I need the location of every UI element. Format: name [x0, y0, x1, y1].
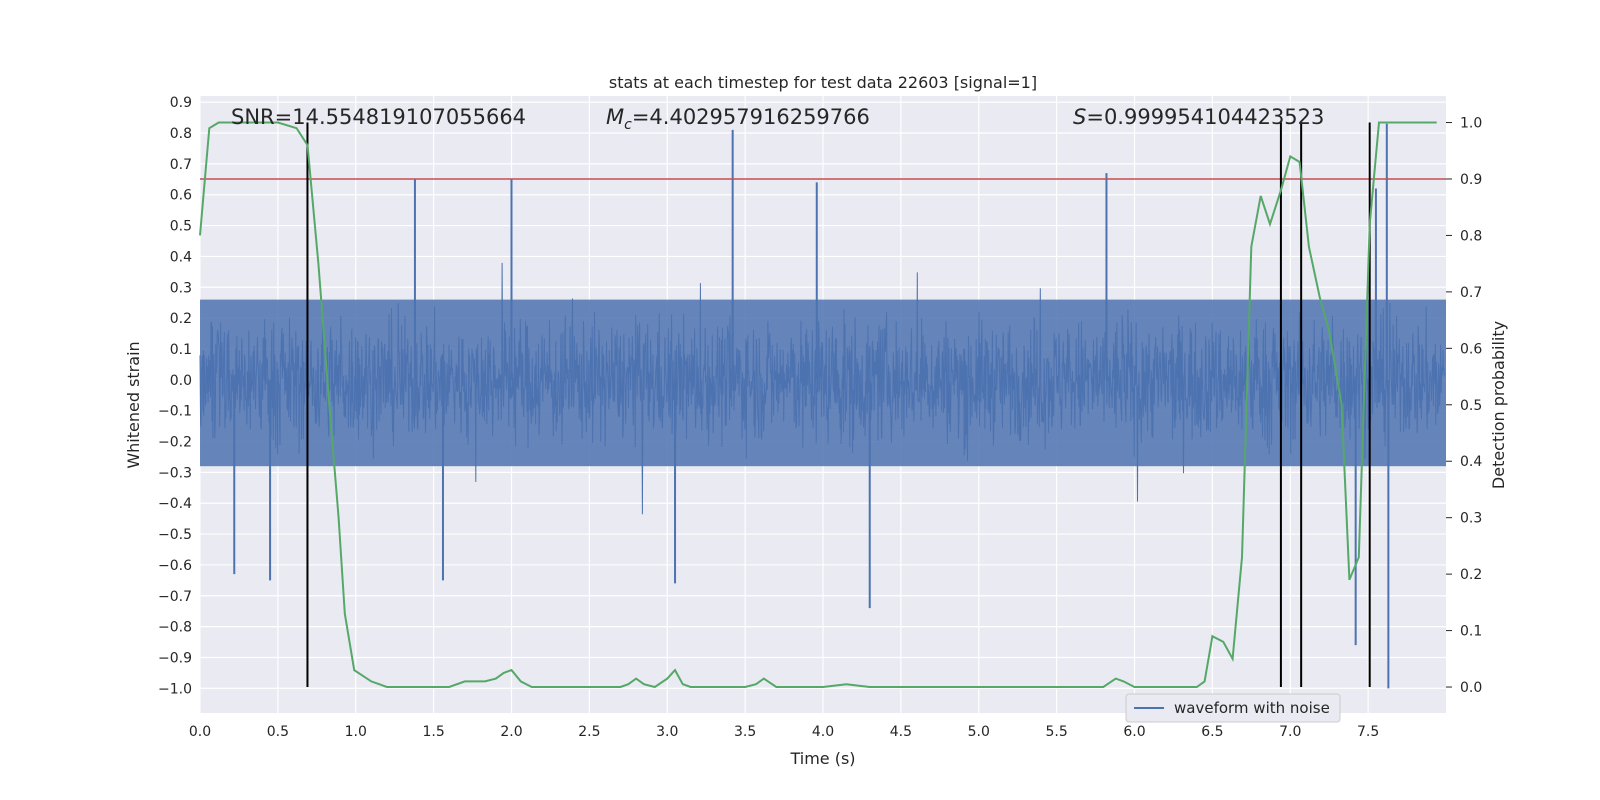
y-left-tick-label-4: 0.5: [170, 219, 192, 235]
y-right-tick-label-3: 0.3: [1460, 511, 1482, 527]
x-tick-label-3: 1.5: [422, 724, 444, 740]
y-left-tick-label-10: −0.1: [158, 404, 192, 420]
x-axis-label: Time (s): [789, 749, 855, 768]
y-left-tick-label-3: 0.6: [170, 188, 192, 204]
y-left-tick-label-6: 0.3: [170, 280, 192, 296]
detection-probability-series: [199, 121, 1437, 689]
y-right-tick-label-1: 0.1: [1460, 624, 1482, 640]
x-tick-label-1: 0.5: [267, 724, 289, 740]
y-left-tick-label-17: −0.8: [158, 620, 192, 636]
chirp-mass-subscript: c: [624, 117, 632, 133]
x-tick-label-9: 4.5: [890, 724, 912, 740]
waveform-with-noise-series: [199, 123, 1446, 689]
y-left-tick-label-13: −0.4: [158, 496, 192, 512]
y-left-tick-label-11: −0.2: [158, 435, 192, 451]
y-right-tick-label-10: 1.0: [1460, 116, 1482, 132]
y-right-tick-label-9: 0.9: [1460, 172, 1482, 188]
legend-label: waveform with noise: [1174, 699, 1330, 717]
x-tick-label-11: 5.5: [1045, 724, 1067, 740]
y-left-tick-label-7: 0.2: [170, 311, 192, 327]
y-right-tick-label-2: 0.2: [1460, 567, 1482, 583]
y-axis-right-ticks: 0.0 0.1 0.2 0.3 0.4 0.5 0.6 0.7 0.8 0.9 1.0: [1446, 116, 1482, 696]
y-left-tick-label-19: −1.0: [158, 681, 192, 697]
detection-probability-line: [199, 121, 1437, 689]
x-tick-label-6: 3.0: [656, 724, 678, 740]
x-tick-label-7: 3.5: [734, 724, 756, 740]
chirp-mass-annotation: Mc=4.402957916259766: [606, 105, 870, 133]
y-left-tick-label-15: −0.6: [158, 558, 192, 574]
snr-annotation: SNR=14.554819107055664: [231, 105, 526, 129]
y-left-tick-label-0: 0.9: [170, 95, 192, 111]
y-right-tick-label-5: 0.5: [1460, 398, 1482, 414]
x-axis-ticks: 0.0 0.5 1.0 1.5 2.0 2.5 3.0 3.5 4.0 4.5 5.0 5.5 6.0 6…: [189, 724, 1379, 740]
y-left-tick-label-1: 0.8: [170, 126, 192, 142]
x-tick-label-15: 7.5: [1357, 724, 1379, 740]
y-left-tick-label-12: −0.3: [158, 465, 192, 481]
y-axis-left-label: Whitened strain: [124, 341, 143, 468]
legend: waveform with noise: [1125, 693, 1341, 723]
x-tick-label-13: 6.5: [1201, 724, 1223, 740]
chirp-mass-value: =4.402957916259766: [632, 105, 870, 129]
legend-box: [1125, 693, 1341, 723]
y-left-tick-label-16: −0.7: [158, 589, 192, 605]
y-right-tick-label-8: 0.8: [1460, 228, 1482, 244]
chirp-mass-symbol: M: [606, 105, 624, 129]
y-left-tick-label-2: 0.7: [170, 157, 192, 173]
x-tick-label-4: 2.0: [500, 724, 522, 740]
x-tick-label-14: 7.0: [1279, 724, 1301, 740]
score-value: =0.999954104423523: [1086, 105, 1324, 129]
score-symbol: S: [1073, 105, 1086, 129]
x-tick-label-5: 2.5: [578, 724, 600, 740]
y-right-tick-label-0: 0.0: [1460, 680, 1482, 696]
y-left-tick-label-9: 0.0: [170, 373, 192, 389]
y-left-tick-label-8: 0.1: [170, 342, 192, 358]
x-tick-label-0: 0.0: [189, 724, 211, 740]
waveform-dense-band: [200, 299, 1446, 467]
y-right-tick-label-7: 0.7: [1460, 285, 1482, 301]
y-right-tick-label-4: 0.4: [1460, 454, 1482, 470]
score-annotation: S=0.999954104423523: [1073, 105, 1324, 129]
x-tick-label-8: 4.0: [812, 724, 834, 740]
y-left-tick-label-14: −0.5: [158, 527, 192, 543]
x-tick-label-10: 5.0: [968, 724, 990, 740]
y-right-tick-label-6: 0.6: [1460, 341, 1482, 357]
x-tick-label-12: 6.0: [1123, 724, 1145, 740]
y-axis-left-ticks: 0.9 0.8 0.7 0.6 0.5 0.4 0.3 0.2 0.1 0.0 −0.1 −0.2 −0…: [158, 95, 192, 697]
chart-title: stats at each timestep for test data 226…: [609, 73, 1037, 92]
y-axis-right-label: Detection probability: [1489, 321, 1508, 489]
y-left-tick-label-5: 0.4: [170, 249, 192, 265]
x-tick-label-2: 1.0: [345, 724, 367, 740]
y-left-tick-label-18: −0.9: [158, 650, 192, 666]
